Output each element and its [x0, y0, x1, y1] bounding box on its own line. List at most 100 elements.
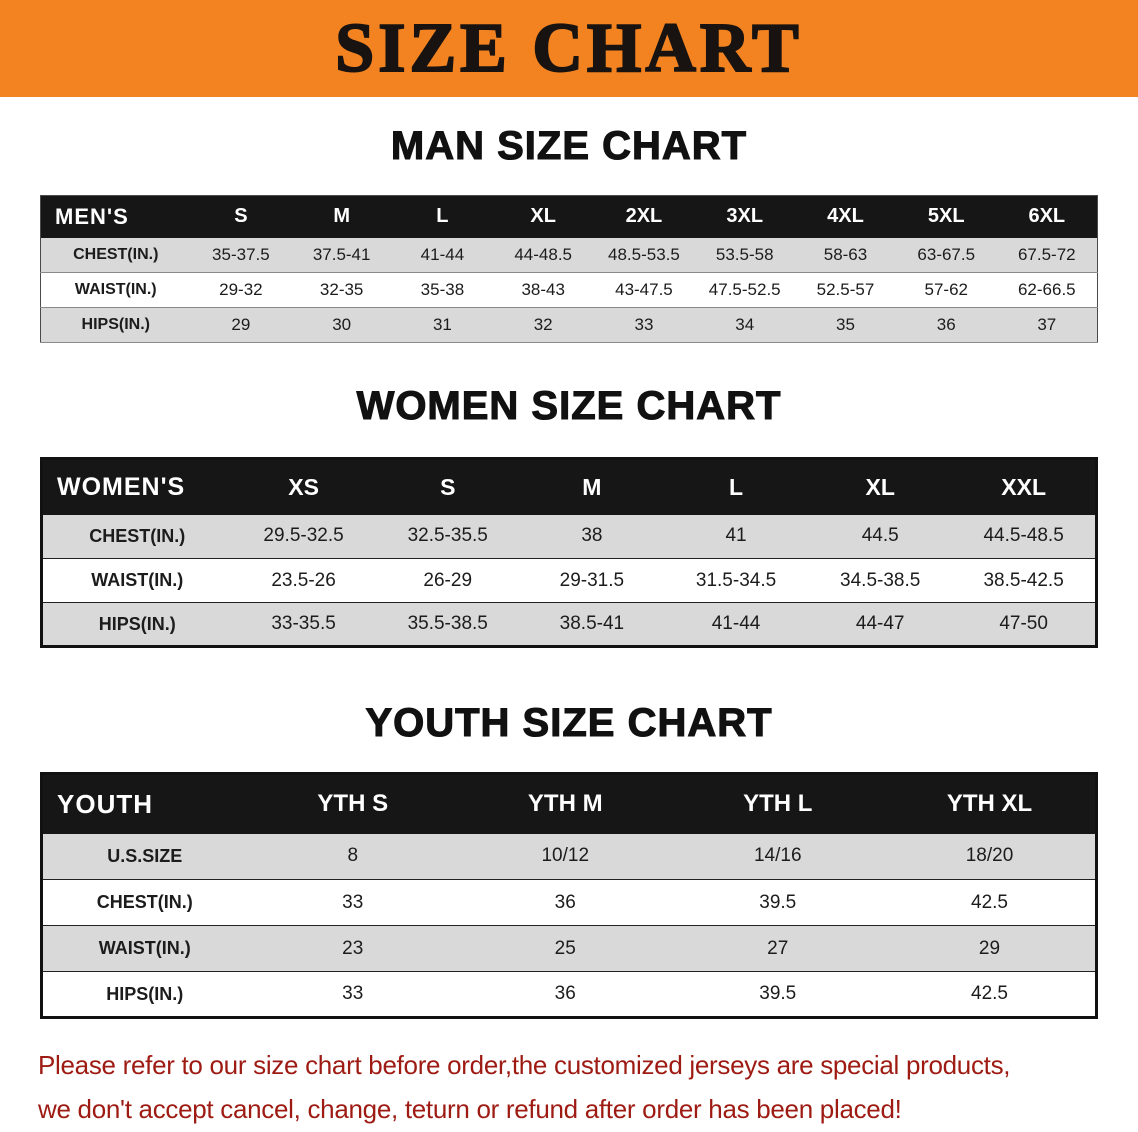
size-value-cell: 23	[342, 937, 364, 959]
size-value-cell: 33-35.5	[271, 613, 336, 634]
size-value-cell: 37.5-41	[312, 244, 371, 264]
size-value-cell: 44.5-48.5	[983, 525, 1064, 547]
size-value-cell: 39.5	[759, 891, 797, 913]
table-corner-label: WOMEN'S	[41, 458, 232, 515]
size-value-cell: 67.5-72	[1017, 244, 1076, 264]
size-value-cell: 52.5-57	[816, 280, 875, 299]
size-value-cell: 42.5	[971, 891, 1008, 913]
size-value-cell: 29-32	[219, 280, 263, 299]
size-value-cell: 44-47	[855, 613, 905, 634]
row-label: WAIST(IN.)	[98, 938, 191, 958]
size-value-cell: 38.5-42.5	[983, 569, 1064, 591]
size-value-cell: 36	[554, 891, 576, 913]
youth-section: YOUTH SIZE CHART YOUTH YTH S YTH M YTH L YTH…	[0, 700, 1138, 1019]
size-value-cell: 18/20	[965, 845, 1014, 867]
size-value-cell: 39.5	[759, 983, 797, 1004]
size-value-cell: 35-38	[420, 280, 465, 299]
order-notice: Please refer to our size chart before or…	[38, 1043, 1138, 1131]
size-value-cell: 43-47.5	[615, 280, 673, 299]
table-row: CHEST(IN.) 33 36 39.5 42.5	[41, 879, 1097, 926]
table-row: U.S.SIZE 8 10/12 14/16 18/20	[41, 833, 1097, 880]
women-section: WOMEN SIZE CHART WOMEN'S XS S M L XL XXL CHEST(…	[0, 383, 1138, 648]
size-value-cell: 44.5	[861, 525, 899, 547]
size-value-cell: 33	[634, 315, 654, 334]
row-label: HIPS(IN.)	[81, 316, 150, 333]
size-column-header: YTH M	[459, 773, 672, 834]
size-column-header: YTH XL	[884, 773, 1097, 834]
size-value-cell: 38	[581, 525, 603, 547]
size-value-cell: 29	[231, 315, 251, 334]
row-label: WAIST(IN.)	[74, 281, 157, 298]
size-column-header: 2XL	[593, 195, 695, 238]
size-value-cell: 33	[342, 891, 364, 913]
size-value-cell: 47.5-52.5	[708, 280, 781, 299]
size-value-cell: 32.5-35.5	[407, 525, 488, 547]
table-row: CHEST(IN.) 35-37.5 37.5-41 41-44 44-48.5 48.5…	[40, 237, 1098, 273]
size-value-cell: 29-31.5	[559, 569, 625, 591]
size-value-cell: 29	[978, 937, 1001, 959]
notice-line-2: we don't accept cancel, change, teturn o…	[38, 1094, 902, 1124]
size-column-header: 3XL	[694, 195, 796, 238]
men-section: MAN SIZE CHART MEN'S S M L XL 2XL 3XL 4XL 5XL 6XL…	[0, 123, 1138, 343]
size-value-cell: 35	[836, 315, 855, 334]
size-column-header: 6XL	[996, 195, 1098, 238]
women-section-heading: WOMEN SIZE CHART	[356, 383, 782, 428]
size-value-cell: 31	[432, 315, 452, 334]
table-row: WAIST(IN.) 23 25 27 29	[41, 925, 1097, 972]
size-column-header: XL	[808, 458, 953, 515]
size-value-cell: 41-44	[420, 244, 465, 264]
header-row: YOUTH YTH S YTH M YTH L YTH XL	[41, 773, 1097, 834]
size-value-cell: 41	[725, 525, 747, 547]
size-value-cell: 27	[767, 937, 789, 959]
size-value-cell: 47-50	[999, 613, 1048, 634]
size-value-cell: 32-35	[319, 280, 364, 299]
row-label: CHEST(IN.)	[96, 892, 193, 912]
size-column-header: YTH S	[246, 773, 459, 834]
row-label: U.S.SIZE	[107, 845, 183, 866]
size-value-cell: 32	[533, 315, 553, 334]
size-value-cell: 34	[735, 315, 755, 334]
table-row: WAIST(IN.) 23.5-26 26-29 29-31.5 31.5-34.5 34…	[41, 558, 1097, 603]
size-value-cell: 25	[554, 937, 576, 959]
notice-line-1: Please refer to our size chart before or…	[38, 1050, 1011, 1080]
men-size-table: MEN'S S M L XL 2XL 3XL 4XL 5XL 6XL CHEST(IN.) 35-37…	[40, 195, 1098, 343]
size-column-header: XL	[492, 195, 594, 238]
size-value-cell: 63-67.5	[917, 244, 976, 264]
page-title: SIZE CHART	[334, 9, 803, 87]
size-value-cell: 42.5	[971, 983, 1008, 1004]
size-column-header: XXL	[952, 458, 1097, 515]
men-section-heading: MAN SIZE CHART	[390, 123, 748, 168]
youth-section-heading: YOUTH SIZE CHART	[365, 700, 773, 745]
women-size-table: WOMEN'S XS S M L XL XXL CHEST(IN.) 29.5-32.5 32.5…	[40, 457, 1098, 648]
header-row: WOMEN'S XS S M L XL XXL	[41, 458, 1097, 515]
size-column-header: M	[519, 458, 664, 515]
youth-size-table: YOUTH YTH S YTH M YTH L YTH XL U.S.SIZE 8 10/12…	[40, 772, 1098, 1019]
size-column-header: YTH L	[671, 773, 884, 834]
table-row: CHEST(IN.) 29.5-32.5 32.5-35.5 38 41 44.5 44.5…	[41, 514, 1097, 559]
size-column-header: 4XL	[795, 195, 896, 238]
row-label: WAIST(IN.)	[91, 570, 184, 590]
table-row: WAIST(IN.) 29-32 32-35 35-38 38-43 43-47.5 47.…	[40, 272, 1098, 308]
header-row: MEN'S S M L XL 2XL 3XL 4XL 5XL 6XL	[40, 195, 1098, 238]
size-value-cell: 23.5-26	[271, 569, 336, 591]
size-value-cell: 38-43	[521, 280, 565, 299]
size-value-cell: 53.5-58	[715, 244, 774, 264]
size-value-cell: 36	[554, 983, 576, 1004]
row-label: CHEST(IN.)	[73, 245, 159, 263]
table-corner-label: YOUTH	[41, 773, 247, 834]
row-label: CHEST(IN.)	[89, 525, 186, 546]
size-value-cell: 30	[332, 315, 352, 334]
size-value-cell: 29.5-32.5	[263, 525, 344, 547]
table-row: HIPS(IN.) 33-35.5 35.5-38.5 38.5-41 41-44 44-…	[41, 602, 1097, 647]
size-value-cell: 36	[936, 315, 956, 334]
size-value-cell: 26-29	[423, 569, 473, 591]
size-value-cell: 8	[347, 845, 359, 867]
size-value-cell: 37	[1037, 315, 1057, 334]
size-value-cell: 57-62	[924, 280, 968, 299]
size-column-header: XS	[231, 458, 376, 515]
size-value-cell: 33	[342, 983, 364, 1004]
size-column-header: L	[663, 458, 809, 515]
row-label: HIPS(IN.)	[106, 983, 184, 1004]
size-value-cell: 38.5-41	[559, 613, 625, 634]
